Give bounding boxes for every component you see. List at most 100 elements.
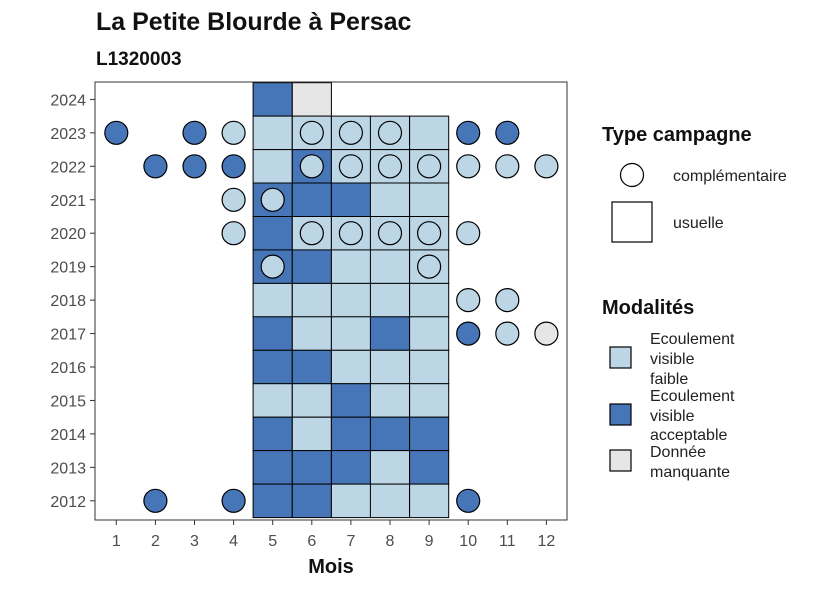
tile-2014-9 bbox=[409, 416, 450, 452]
tile-2012-6 bbox=[291, 483, 332, 519]
tile-2024-6 bbox=[291, 82, 332, 117]
tile-2015-8 bbox=[369, 383, 410, 418]
point-2018-10 bbox=[456, 288, 481, 313]
point-2012-10 bbox=[456, 488, 481, 513]
y-axis: 2012 2013 2014 2015 2016 2017 2018 2019 2020 2021… bbox=[50, 92, 95, 511]
x-tick-label-9: 9 bbox=[425, 533, 434, 550]
point-2017-11 bbox=[495, 321, 520, 346]
tile-2013-5 bbox=[252, 450, 293, 485]
tile-2013-9 bbox=[409, 450, 450, 485]
point-2022-6 bbox=[299, 154, 324, 179]
point-2018-11 bbox=[495, 288, 520, 313]
point-2022-7 bbox=[338, 154, 363, 179]
legend-modalite-label-manquante-line2: manquante bbox=[650, 464, 730, 481]
tile-2014-8 bbox=[369, 416, 410, 452]
legend-circle-key bbox=[619, 162, 645, 188]
tile-2012-7 bbox=[330, 483, 371, 519]
y-tick-label-2018: 2018 bbox=[50, 293, 86, 310]
y-tick-label-2017: 2017 bbox=[50, 327, 86, 344]
legend-modalite-label-acceptable-line3: acceptable bbox=[650, 427, 727, 444]
y-tick-label-2023: 2023 bbox=[50, 126, 86, 143]
tile-2023-9 bbox=[409, 115, 450, 151]
legend-modalites-title: Modalités bbox=[602, 297, 694, 319]
point-2017-10 bbox=[456, 321, 481, 346]
x-tick-label-6: 6 bbox=[307, 533, 316, 550]
legend-modalite-key-faible bbox=[609, 346, 632, 369]
point-2023-11 bbox=[495, 120, 520, 145]
legend-square-key bbox=[611, 201, 653, 243]
y-tick-label-2021: 2021 bbox=[50, 193, 86, 210]
x-tick-label-1: 1 bbox=[112, 533, 121, 550]
x-tick-label-11: 11 bbox=[499, 533, 516, 550]
tile-2016-8 bbox=[369, 349, 410, 385]
tile-2023-5 bbox=[252, 115, 293, 151]
point-2022-8 bbox=[377, 154, 403, 179]
tile-2017-8 bbox=[369, 316, 410, 351]
point-2023-6 bbox=[299, 120, 324, 145]
y-tick-label-2020: 2020 bbox=[50, 226, 86, 243]
tile-2016-5 bbox=[252, 349, 293, 385]
point-2012-4 bbox=[221, 488, 246, 513]
tile-2018-9 bbox=[409, 282, 450, 318]
tile-2019-7 bbox=[330, 249, 371, 284]
point-2020-7 bbox=[338, 221, 363, 246]
legend-modalite-label-manquante-line1: Donnée bbox=[650, 444, 706, 461]
y-tick-label-2015: 2015 bbox=[50, 393, 86, 410]
tile-2016-7 bbox=[330, 349, 371, 385]
y-tick-label-2013: 2013 bbox=[50, 460, 86, 477]
legend-modalites-items: EcoulementvisiblefaibleEcoulementvisible… bbox=[609, 331, 735, 481]
tile-2012-5 bbox=[252, 483, 293, 519]
tile-2015-6 bbox=[291, 383, 332, 418]
point-2020-9 bbox=[417, 221, 442, 246]
tile-2018-8 bbox=[369, 282, 410, 318]
tile-2024-5 bbox=[252, 82, 293, 117]
point-2020-8 bbox=[377, 221, 403, 246]
legend-modalite-label-faible-line3: faible bbox=[650, 371, 688, 388]
point-2020-6 bbox=[299, 221, 324, 246]
tile-2012-9 bbox=[409, 483, 450, 519]
point-2023-10 bbox=[456, 120, 481, 145]
legend-modalites: Modalités EcoulementvisiblefaibleEcoulem… bbox=[602, 297, 735, 481]
legend-type-label-complementaire: complémentaire bbox=[673, 168, 787, 185]
x-axis-title: Mois bbox=[308, 556, 354, 578]
tile-2020-5 bbox=[252, 216, 293, 251]
point-2020-10 bbox=[456, 221, 481, 246]
points-layer bbox=[104, 120, 559, 513]
chart-subtitle: L1320003 bbox=[96, 49, 182, 70]
tile-2016-9 bbox=[409, 349, 450, 385]
tile-2013-7 bbox=[330, 450, 371, 485]
x-tick-label-7: 7 bbox=[346, 533, 355, 550]
tile-2015-7 bbox=[330, 383, 371, 418]
legend-type-campagne: Type campagne complémentaire usuelle bbox=[602, 124, 787, 243]
tile-2013-8 bbox=[369, 450, 410, 485]
tile-2022-5 bbox=[252, 149, 293, 184]
point-2022-10 bbox=[456, 154, 481, 179]
legend-modalite-label-faible-line1: Ecoulement bbox=[650, 331, 735, 348]
tile-2014-6 bbox=[291, 416, 332, 452]
x-tick-label-10: 10 bbox=[459, 533, 477, 550]
x-tick-label-12: 12 bbox=[538, 533, 556, 550]
tile-2021-8 bbox=[369, 182, 410, 217]
x-tick-label-5: 5 bbox=[268, 533, 277, 550]
point-2022-4 bbox=[221, 154, 246, 179]
x-tick-label-3: 3 bbox=[190, 533, 199, 550]
point-2020-4 bbox=[221, 221, 246, 246]
x-axis: 1 2 3 4 5 6 7 8 9 10 11 12 bbox=[112, 520, 556, 550]
legend-modalite-label-acceptable-line2: visible bbox=[650, 408, 695, 425]
point-2017-12 bbox=[534, 321, 559, 346]
y-tick-label-2022: 2022 bbox=[50, 159, 86, 176]
y-tick-label-2024: 2024 bbox=[50, 92, 86, 109]
tile-2016-6 bbox=[291, 349, 332, 385]
point-2023-4 bbox=[221, 120, 246, 145]
tile-2021-9 bbox=[409, 182, 450, 217]
point-2022-11 bbox=[495, 154, 520, 179]
legend-modalite-label-faible-line2: visible bbox=[650, 351, 695, 368]
tile-2014-5 bbox=[252, 416, 293, 452]
y-tick-label-2012: 2012 bbox=[50, 494, 86, 511]
point-2021-5 bbox=[260, 187, 285, 212]
point-2022-12 bbox=[534, 154, 559, 179]
tile-2017-6 bbox=[291, 316, 332, 351]
legend-modalite-key-acceptable bbox=[609, 403, 632, 426]
x-tick-label-4: 4 bbox=[229, 533, 238, 550]
tile-2015-9 bbox=[409, 383, 450, 418]
